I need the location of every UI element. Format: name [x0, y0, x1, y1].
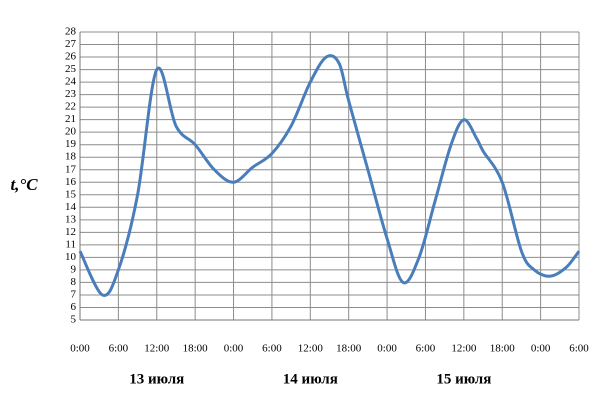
- y-tick-label: 8: [71, 276, 77, 288]
- y-tick-label: 10: [65, 251, 77, 263]
- x-tick-label: 0:00: [377, 343, 397, 355]
- x-tick-label: 12:00: [144, 343, 170, 355]
- x-tick-label: 18:00: [490, 343, 516, 355]
- y-tick-label: 15: [65, 188, 77, 200]
- x-tick-label: 18:00: [183, 343, 209, 355]
- day-label: 14 июля: [283, 371, 338, 387]
- y-tick-label: 26: [65, 51, 77, 63]
- day-label: 13 июля: [129, 371, 184, 387]
- x-tick-label: 0:00: [70, 343, 90, 355]
- y-tick-label: 13: [65, 213, 77, 225]
- y-tick-label: 24: [65, 76, 77, 88]
- y-axis-label: t,°C: [10, 175, 38, 194]
- x-tick-label: 6:00: [262, 343, 282, 355]
- y-tick-label: 17: [65, 163, 77, 175]
- y-tick-label: 20: [65, 126, 77, 138]
- y-tick-label: 16: [65, 176, 77, 188]
- y-tick-label: 11: [65, 238, 76, 250]
- y-tick-label: 9: [71, 263, 77, 275]
- y-tick-label: 21: [65, 113, 76, 125]
- y-tick-label: 25: [65, 63, 77, 75]
- y-tick-label: 23: [65, 88, 77, 100]
- y-tick-label: 12: [65, 226, 76, 238]
- x-tick-label: 18:00: [336, 343, 362, 355]
- y-tick-label: 19: [65, 138, 77, 150]
- y-tick-label: 27: [65, 38, 77, 50]
- x-tick-label: 6:00: [569, 343, 589, 355]
- day-label: 15 июля: [436, 371, 491, 387]
- x-tick-label: 12:00: [298, 343, 324, 355]
- x-tick-label: 0:00: [224, 343, 244, 355]
- x-tick-label: 6:00: [109, 343, 129, 355]
- x-tick-label: 6:00: [416, 343, 436, 355]
- y-tick-label: 7: [71, 288, 77, 300]
- x-tick-label: 12:00: [451, 343, 477, 355]
- data-line: [78, 54, 581, 297]
- y-tick-label: 18: [65, 151, 77, 163]
- x-tick-label: 0:00: [531, 343, 551, 355]
- y-tick-label: 14: [65, 201, 77, 213]
- y-tick-label: 6: [71, 301, 77, 313]
- y-tick-label: 28: [65, 26, 77, 38]
- y-tick-label: 5: [71, 314, 77, 326]
- y-tick-label: 22: [65, 101, 76, 113]
